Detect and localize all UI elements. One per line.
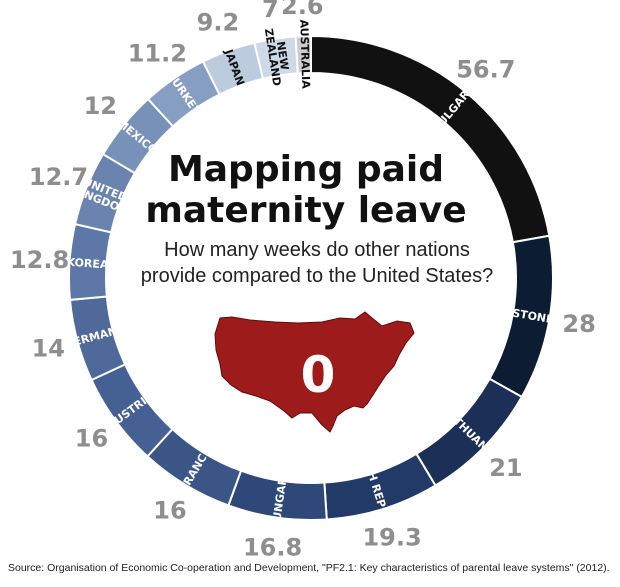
united-states-value: 0 bbox=[301, 346, 336, 404]
value-label-turkey: 11.2 bbox=[128, 40, 187, 68]
slice-australia bbox=[294, 34, 312, 75]
value-label-australia: 2.6 bbox=[281, 0, 324, 20]
value-label-mexico: 12 bbox=[84, 92, 117, 120]
value-label-lithuania: 21 bbox=[489, 454, 522, 482]
value-label-germany: 14 bbox=[32, 335, 65, 363]
chart-title-line-2: maternity leave bbox=[145, 190, 466, 231]
donut-ring bbox=[68, 34, 554, 521]
value-label-austria: 16 bbox=[75, 425, 108, 453]
value-label-united-kingdom: 12.7 bbox=[29, 163, 88, 191]
united-states-map-icon bbox=[214, 311, 415, 433]
value-label-japan: 9.2 bbox=[197, 8, 240, 36]
source-note: Source: Organisation of Economic Co-oper… bbox=[8, 562, 610, 574]
value-label-bulgaria: 56.7 bbox=[456, 56, 515, 84]
value-label-new-zealand: 7 bbox=[262, 0, 279, 23]
value-label-estonia: 28 bbox=[562, 310, 595, 338]
chart-subtitle-line-1: How many weeks do other nations bbox=[164, 239, 470, 261]
value-label-france: 16 bbox=[153, 497, 186, 525]
value-label-korea: 12.8 bbox=[10, 246, 69, 274]
slice-label-korea: KOREA bbox=[66, 256, 109, 272]
value-label-czech-republic: 19.3 bbox=[362, 524, 421, 552]
chart-title-line-1: Mapping paid bbox=[168, 149, 444, 190]
value-label-hungary: 16.8 bbox=[243, 533, 302, 561]
chart-subtitle-line-2: provide compared to the United States? bbox=[141, 265, 493, 287]
slice-label-australia: AUSTRALIA bbox=[297, 19, 312, 89]
value-labels: 56.7 28 21 19.3 16.8 16 16 14 12.8 12.7 12 11.2 9.2 7… bbox=[10, 0, 596, 561]
